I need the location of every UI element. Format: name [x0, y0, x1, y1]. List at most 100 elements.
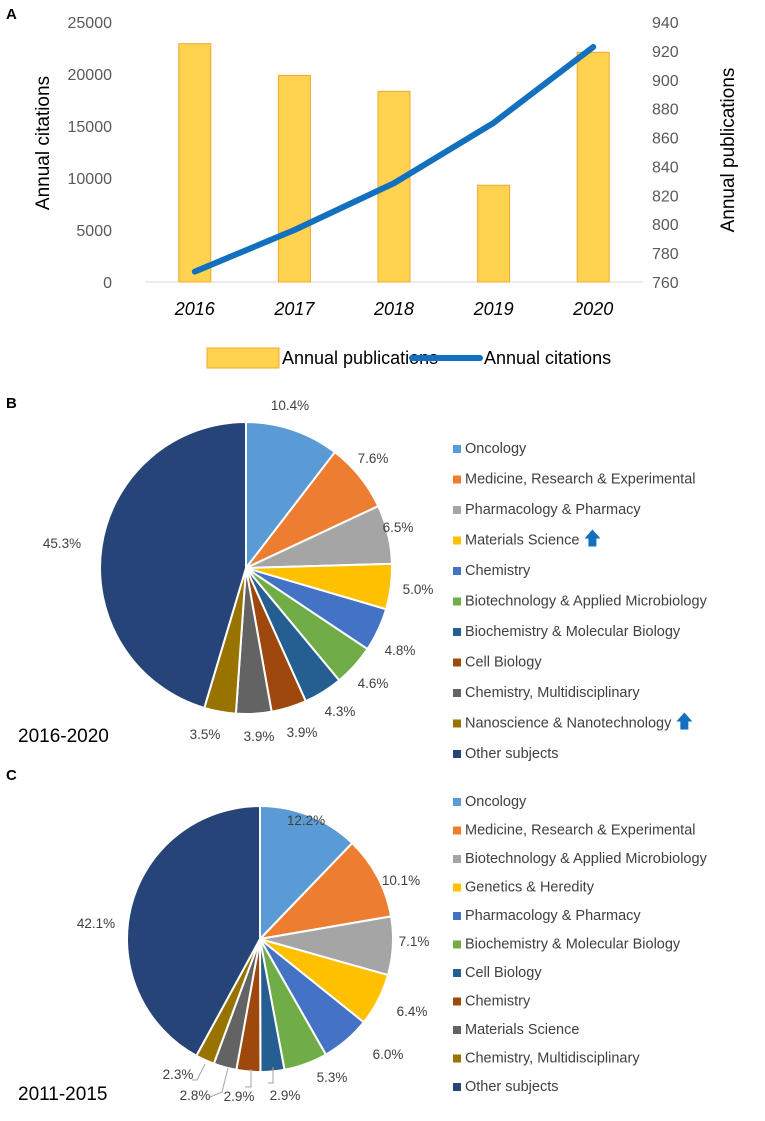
- pie-slice: [126, 804, 261, 1058]
- y-axis-label-right: Annual publications: [718, 68, 739, 233]
- legend-swatch: [453, 1083, 461, 1091]
- pie-slice: [99, 420, 247, 710]
- legend-swatch: [453, 826, 461, 835]
- legend-label: Chemistry, Multidisciplinary: [465, 685, 640, 701]
- legend-swatch: [453, 1054, 461, 1063]
- slice-percent-label: 10.1%: [382, 873, 420, 888]
- pie-chart-2016-2020: 10.4% 7.6% 6.5% 5.0% 4.8% 4.6%4.3% 3.9% 3.9% 3.5…: [43, 398, 434, 744]
- leader-line: [209, 1067, 229, 1098]
- legend-label: Cell Biology: [465, 655, 542, 671]
- citations-line: [191, 43, 597, 275]
- x-tick-label: 2017: [273, 299, 315, 319]
- legend-swatch: [453, 597, 461, 606]
- legend-swatch: [453, 969, 461, 977]
- y-tick-left-label: 5000: [76, 223, 112, 240]
- slice-percent-label: 2.9%: [270, 1088, 301, 1103]
- legend-swatch: [453, 689, 461, 697]
- period-label-2016-2020: 2016-2020: [18, 726, 109, 747]
- y-tick-right-label: 800: [652, 217, 679, 234]
- up-arrow-icon: [584, 529, 601, 547]
- legend-swatch: [453, 475, 461, 484]
- legend-2011-2015: Oncology Medicine, Research & Experimenta…: [453, 794, 708, 1095]
- legend-label: Materials Science: [465, 1022, 579, 1038]
- panel-letter-b: B: [6, 395, 17, 412]
- slice-percent-label: 10.4%: [271, 398, 309, 413]
- slice-percent-label: 5.3%: [317, 1070, 348, 1085]
- y-tick-left-label: 20000: [68, 67, 113, 84]
- pie-slice: [245, 420, 337, 571]
- legend-label: Chemistry, Multidisciplinary: [465, 1051, 640, 1067]
- legend-swatch: [453, 1026, 461, 1034]
- period-label-2011-2015: 2011-2015: [18, 1084, 107, 1105]
- legend-label: Cell Biology: [465, 965, 542, 981]
- slice-percent-label: 42.1%: [77, 916, 115, 931]
- y-tick-right-label: 860: [652, 131, 679, 148]
- y-tick-left-label: 10000: [68, 171, 113, 188]
- slice-percent-label: 45.3%: [43, 536, 81, 551]
- legend-swatch: [453, 719, 461, 728]
- y-axis-label-left: Annual citations: [33, 76, 54, 210]
- legend-swatch: [453, 658, 461, 667]
- slice-percent-label: 3.5%: [190, 727, 221, 742]
- slice-percent-label: 5.0%: [403, 582, 434, 597]
- panel-a-chart: 0 5000 10000 15000 20000 25000 760 780 800 820 84…: [33, 15, 739, 369]
- leader-line: [192, 1063, 206, 1081]
- legend-label: Pharmacology & Pharmacy: [465, 502, 641, 518]
- slice-percent-label: 2.3%: [163, 1067, 194, 1082]
- pie-slice: [259, 804, 354, 942]
- legend-label: Other subjects: [465, 746, 559, 762]
- up-arrow-icon: [676, 712, 693, 730]
- legend-label: Medicine, Research & Experimental: [465, 472, 696, 488]
- slice-percent-label: 7.6%: [358, 451, 389, 466]
- slice-percent-label: 7.1%: [399, 934, 430, 949]
- legend-swatch: [453, 445, 461, 453]
- legend-swatch: [453, 536, 461, 545]
- bar: [377, 90, 411, 283]
- legend-label-publications: Annual publications: [282, 348, 438, 368]
- legend-label: Materials Science: [465, 533, 579, 549]
- legend-swatch: [453, 506, 461, 514]
- legend-swatch: [453, 912, 461, 920]
- legend-swatch: [453, 883, 461, 892]
- slice-percent-label: 3.9%: [287, 725, 318, 740]
- y-tick-left-label: 0: [103, 275, 112, 292]
- bar: [277, 74, 311, 283]
- legend-label: Medicine, Research & Experimental: [465, 823, 696, 839]
- x-tick-label: 2018: [373, 299, 414, 319]
- legend-label: Chemistry: [465, 563, 531, 579]
- legend-label: Biotechnology & Applied Microbiology: [465, 851, 708, 867]
- slice-percent-label: 2.8%: [180, 1088, 211, 1103]
- y-tick-right-label: 900: [652, 73, 679, 90]
- legend-label: Biochemistry & Molecular Biology: [465, 624, 681, 640]
- legend-label: Genetics & Heredity: [465, 880, 595, 896]
- slice-percent-label: 6.4%: [397, 1004, 428, 1019]
- legend-label: Oncology: [465, 794, 527, 810]
- bar: [178, 43, 212, 283]
- slice-percent-label: 4.6%: [358, 676, 389, 691]
- bar-series: [178, 43, 610, 283]
- slice-percent-label: 4.3%: [325, 704, 356, 719]
- pie-chart-2011-2015: 12.2% 10.1% 7.1% 6.4% 6.0% 5.3% 2.9% 2.9% 2.8% 2.…: [77, 804, 430, 1104]
- x-tick-label: 2016: [174, 299, 216, 319]
- legend-swatch: [453, 750, 461, 758]
- slice-percent-label: 4.8%: [385, 643, 416, 658]
- y-tick-right-label: 840: [652, 159, 679, 176]
- legend-swatch: [453, 940, 461, 949]
- slice-percent-label: 3.9%: [244, 729, 275, 744]
- pie-slice: [257, 841, 393, 941]
- line-series: [191, 43, 597, 275]
- panel-letter-a: A: [6, 6, 17, 23]
- legend-2016-2020: Oncology Medicine, Research & Experimenta…: [453, 441, 708, 762]
- bar: [477, 184, 511, 283]
- y-tick-right-label: 940: [652, 15, 679, 32]
- legend-label: Chemistry: [465, 994, 531, 1010]
- x-axis-ticks: 2016 2017 2018 2019 2020: [174, 299, 613, 319]
- left-axis-ticks: 0 5000 10000 15000 20000 25000: [68, 15, 113, 292]
- right-axis-ticks: 760 780 800 820 840 860 880 900 920 940: [652, 15, 679, 292]
- y-tick-right-label: 760: [652, 275, 679, 292]
- y-tick-right-label: 880: [652, 102, 679, 119]
- legend-swatch: [453, 567, 461, 575]
- x-tick-label: 2019: [473, 299, 514, 319]
- legend-swatch-publications: [206, 347, 280, 369]
- leader-line: [245, 1069, 252, 1088]
